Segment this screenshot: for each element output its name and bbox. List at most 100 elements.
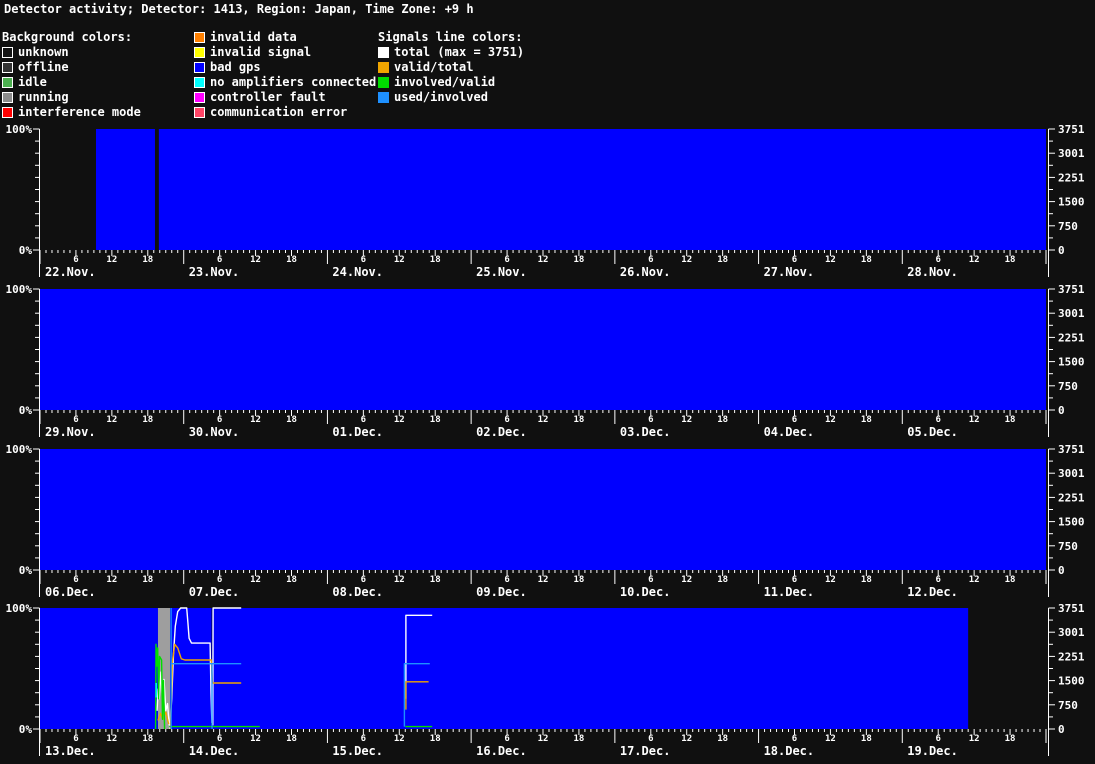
hour-label: 6 [217, 255, 222, 265]
hour-label: 6 [73, 415, 78, 425]
hour-label: 6 [936, 575, 941, 585]
hour-label: 12 [538, 415, 549, 425]
hour-label: 12 [825, 255, 836, 265]
legend-background-label: idle [18, 75, 47, 89]
hour-label: 18 [1005, 734, 1016, 744]
x-axis-labels: 6 12 18 6 12 18 6 12 18 6 12 18 6 12 18 6 12 18 6 12 18 06.De… [45, 575, 1015, 599]
hour-label: 18 [430, 575, 441, 585]
hour-label: 6 [648, 575, 653, 585]
hour-label: 12 [538, 255, 549, 265]
legend-status-swatch-icon [194, 107, 205, 118]
legend-signal-colors-items: total (max = 3751) valid/total involved/va… [378, 45, 578, 105]
right-axis-label: 1500 [1058, 196, 1085, 209]
legend-status-label: controller fault [210, 90, 326, 104]
hour-label: 12 [250, 255, 261, 265]
hour-label: 18 [574, 575, 585, 585]
date-label: 15.Dec. [332, 744, 383, 758]
right-axis-label: 3751 [1058, 284, 1085, 296]
date-label: 23.Nov. [189, 265, 240, 279]
date-label: 17.Dec. [620, 744, 671, 758]
signal-line-valid-total [405, 681, 429, 710]
right-axis-label: 3001 [1058, 147, 1085, 160]
hour-label: 18 [1005, 575, 1016, 585]
hour-label: 12 [825, 575, 836, 585]
hour-label: 12 [969, 575, 980, 585]
date-label: 13.Dec. [45, 744, 96, 758]
right-axis-label: 0 [1058, 723, 1065, 736]
hour-label: 12 [681, 734, 692, 744]
legend-background-swatch-icon [2, 77, 13, 88]
right-axis-label: 3001 [1058, 307, 1085, 320]
legend-background-colors: Background colors: unknown offline idle run… [2, 30, 192, 120]
hour-label: 6 [792, 575, 797, 585]
legend-signal-colors: Signals line colors: total (max = 3751) v… [378, 30, 578, 105]
left-axis [33, 607, 40, 756]
left-axis-label-100: 100% [6, 444, 33, 456]
hour-label: 12 [394, 255, 405, 265]
legend-signal-label: total (max = 3751) [394, 45, 525, 59]
legend-background-swatch-icon [2, 92, 13, 103]
legend-signal-colors-title: Signals line colors: [378, 30, 523, 44]
hour-label: 6 [648, 734, 653, 744]
hour-label: 18 [430, 734, 441, 744]
left-axis [33, 128, 40, 277]
hour-label: 6 [504, 734, 509, 744]
date-label: 07.Dec. [189, 585, 240, 599]
hour-label: 12 [681, 415, 692, 425]
left-axis-label-100: 100% [6, 603, 33, 615]
hour-label: 18 [286, 255, 297, 265]
hour-label: 18 [574, 415, 585, 425]
date-label: 18.Dec. [764, 744, 815, 758]
legend-background-label: running [18, 90, 69, 104]
hour-label: 6 [504, 575, 509, 585]
legend-signal-swatch-icon [378, 77, 389, 88]
hour-label: 6 [361, 734, 366, 744]
left-axis-label-100: 100% [6, 284, 33, 296]
right-axis-label: 750 [1058, 540, 1078, 553]
right-axis-label: 2251 [1058, 491, 1085, 504]
background-segments [40, 289, 1046, 410]
date-label: 10.Dec. [620, 585, 671, 599]
signal-line-involved-valid [154, 643, 166, 730]
date-label: 16.Dec. [476, 744, 527, 758]
date-label: 25.Nov. [476, 265, 527, 279]
hour-label: 6 [504, 415, 509, 425]
left-axis [33, 288, 40, 437]
x-axis-ticks [39, 570, 1047, 584]
background-segment-bad-gps [158, 129, 1046, 250]
date-label: 09.Dec. [476, 585, 527, 599]
hour-label: 18 [430, 415, 441, 425]
hour-label: 12 [681, 255, 692, 265]
legend-background-colors-items: unknown offline idle running interference mo… [2, 45, 192, 120]
left-axis-label-100: 100% [6, 124, 33, 136]
hour-label: 12 [394, 415, 405, 425]
right-axis-label: 750 [1058, 220, 1078, 233]
hour-label: 18 [861, 734, 872, 744]
background-segment-bad-gps [40, 449, 1046, 570]
signal-line-total [212, 607, 242, 726]
x-axis-labels: 6 12 18 6 12 18 6 12 18 6 12 18 6 12 18 6 12 18 6 12 18 13.De… [45, 734, 1015, 758]
hour-label: 18 [286, 734, 297, 744]
date-label: 03.Dec. [620, 425, 671, 439]
hour-label: 12 [394, 734, 405, 744]
right-axis-label: 750 [1058, 699, 1078, 712]
hour-label: 6 [936, 255, 941, 265]
hour-label: 6 [73, 734, 78, 744]
legend-background-swatch-icon [2, 47, 13, 58]
date-label: 12.Dec. [907, 585, 958, 599]
legend-status-label: communication error [210, 105, 348, 119]
hour-label: 18 [430, 255, 441, 265]
legend-background-colors-title: Background colors: [2, 30, 133, 44]
legend-signal-label: valid/total [394, 60, 474, 74]
legend-status-swatch-icon [194, 92, 205, 103]
legend-signal-label: involved/valid [394, 75, 496, 89]
hour-label: 12 [106, 255, 117, 265]
right-axis-label: 2251 [1058, 171, 1085, 184]
legend-background-item: idle [2, 75, 192, 90]
hour-label: 12 [394, 575, 405, 585]
legend-status-label: invalid signal [210, 45, 312, 59]
page-title: Detector activity; Detector: 1413, Regio… [4, 2, 474, 16]
right-axis-label: 2251 [1058, 331, 1085, 344]
right-axis-label: 3001 [1058, 626, 1085, 639]
